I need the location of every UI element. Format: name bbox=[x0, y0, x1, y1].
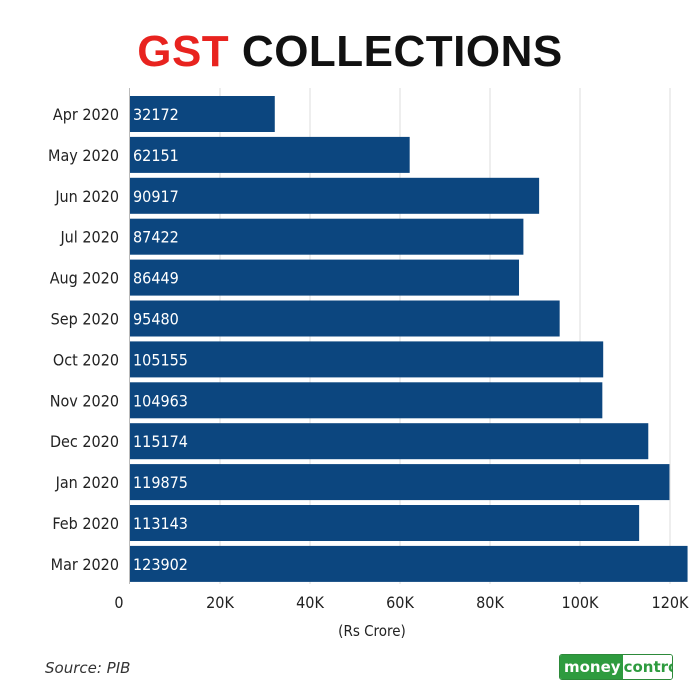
bars: 32172 62151 90917 87422 86449 95480 105155 1049… bbox=[130, 96, 688, 582]
category-label: Feb 2020 bbox=[52, 514, 119, 533]
bar-value-label: 119875 bbox=[133, 473, 188, 492]
bar bbox=[130, 218, 524, 255]
chart-title: GST COLLECTIONS bbox=[0, 22, 700, 82]
bar bbox=[130, 464, 670, 501]
category-label: Jan 2020 bbox=[55, 473, 119, 492]
bar bbox=[130, 382, 603, 419]
bar bbox=[130, 505, 640, 541]
category-label: Dec 2020 bbox=[50, 432, 119, 451]
bar-value-label: 62151 bbox=[133, 146, 179, 165]
category-label: Sep 2020 bbox=[51, 310, 119, 329]
bar bbox=[130, 341, 604, 378]
x-tick-label: 80K bbox=[476, 593, 504, 612]
bar bbox=[130, 545, 688, 582]
title-accent: GST bbox=[137, 27, 230, 76]
category-label: Apr 2020 bbox=[53, 105, 119, 124]
category-label: Mar 2020 bbox=[51, 555, 119, 574]
bar bbox=[130, 177, 540, 214]
x-tick-label: 120K bbox=[652, 593, 689, 612]
logo-part-money: money bbox=[560, 655, 623, 679]
bar-value-label: 123902 bbox=[133, 555, 188, 574]
bar-chart: 32172 62151 90917 87422 86449 95480 105155 1049… bbox=[48, 88, 689, 640]
bar-value-label: 105155 bbox=[133, 350, 188, 369]
category-label: Nov 2020 bbox=[50, 391, 119, 410]
category-label: May 2020 bbox=[48, 146, 119, 165]
bar-value-label: 115174 bbox=[133, 432, 188, 451]
x-tick-label: 60K bbox=[386, 593, 414, 612]
moneycontrol-logo: moneycontrol bbox=[559, 654, 673, 680]
category-label: Jul 2020 bbox=[59, 228, 119, 247]
category-label: Aug 2020 bbox=[50, 269, 119, 288]
x-tick-labels: 0 20K 40K 60K 80K 100K 120K bbox=[114, 593, 689, 612]
x-tick-label: 0 bbox=[114, 593, 123, 612]
bar-value-label: 95480 bbox=[133, 310, 179, 329]
category-labels: Apr 2020 May 2020 Jun 2020 Jul 2020 Aug 2020… bbox=[48, 105, 119, 574]
bar bbox=[130, 136, 410, 173]
bar-value-label: 86449 bbox=[133, 269, 179, 288]
x-axis-label: (Rs Crore) bbox=[338, 622, 406, 640]
bar bbox=[130, 259, 520, 296]
bar-value-label: 113143 bbox=[133, 514, 188, 533]
logo-part-control: control bbox=[622, 655, 672, 679]
bar-value-label: 104963 bbox=[133, 391, 188, 410]
x-tick-label: 40K bbox=[296, 593, 324, 612]
bar bbox=[130, 423, 649, 460]
x-tick-label: 20K bbox=[206, 593, 234, 612]
category-label: Oct 2020 bbox=[53, 350, 119, 369]
x-tick-label: 100K bbox=[562, 593, 599, 612]
bar-value-label: 32172 bbox=[133, 105, 179, 124]
title-main: COLLECTIONS bbox=[241, 27, 563, 76]
bar-value-label: 87422 bbox=[133, 228, 179, 247]
category-label: Jun 2020 bbox=[54, 187, 119, 206]
bar-value-label: 90917 bbox=[133, 187, 179, 206]
bar bbox=[130, 96, 275, 132]
bar bbox=[130, 300, 560, 337]
source-note: Source: PIB bbox=[45, 659, 131, 677]
